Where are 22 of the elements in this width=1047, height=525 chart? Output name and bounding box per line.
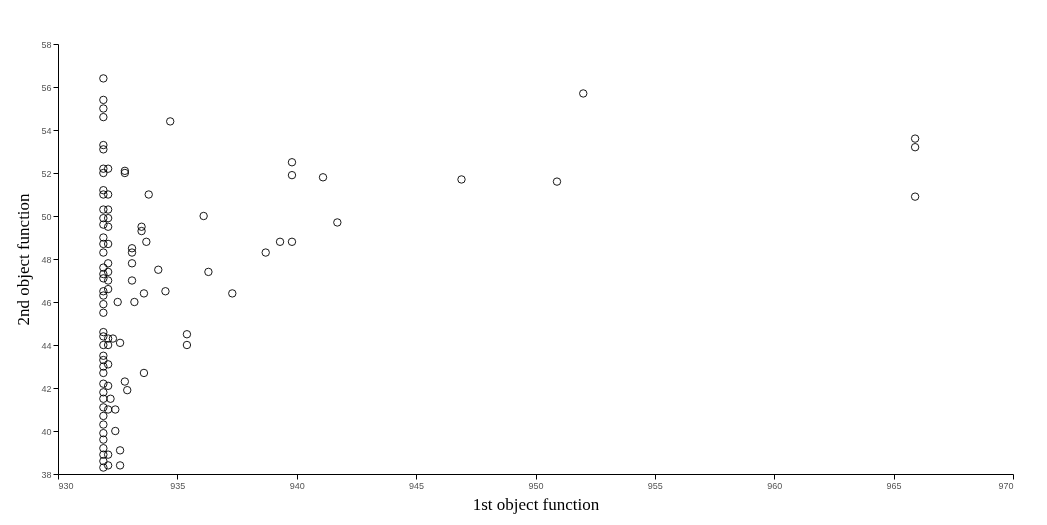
y-tick-label: 42 [41,383,52,394]
x-tick-label: 955 [647,480,663,491]
x-tick-label: 965 [886,480,902,491]
y-tick-label: 50 [41,211,52,222]
x-tick-label: 940 [289,480,305,491]
x-tick-label: 935 [170,480,186,491]
y-tick-label: 56 [41,82,52,93]
x-tick-label: 950 [528,480,544,491]
y-axis-title: 2nd object function [14,192,34,326]
y-tick-label: 48 [41,254,52,265]
y-tick-label: 58 [41,39,52,50]
y-tick-label: 40 [41,426,52,437]
y-tick-label: 46 [41,297,52,308]
x-tick-label: 960 [767,480,783,491]
x-tick-label: 970 [998,480,1014,491]
x-tick-label: 945 [409,480,425,491]
x-axis-title: 1st object function [472,494,600,514]
y-tick-label: 54 [41,125,52,136]
y-tick-label: 44 [41,340,52,351]
y-tick-label: 52 [41,168,52,179]
x-tick-label: 930 [58,480,74,491]
y-tick-label: 38 [41,469,52,480]
